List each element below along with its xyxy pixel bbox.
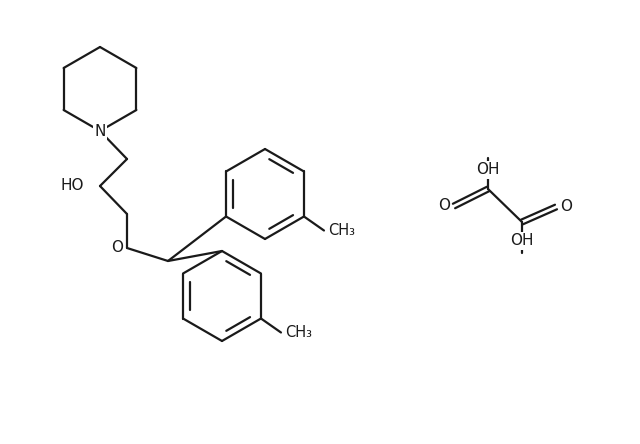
Text: OH: OH	[476, 163, 500, 178]
Text: OH: OH	[510, 234, 534, 249]
Text: O: O	[560, 199, 572, 214]
Text: O: O	[438, 198, 450, 214]
Text: HO: HO	[60, 178, 84, 194]
Text: CH₃: CH₃	[285, 325, 312, 340]
Text: O: O	[111, 241, 123, 255]
Text: CH₃: CH₃	[328, 223, 355, 238]
Text: N: N	[94, 123, 106, 139]
